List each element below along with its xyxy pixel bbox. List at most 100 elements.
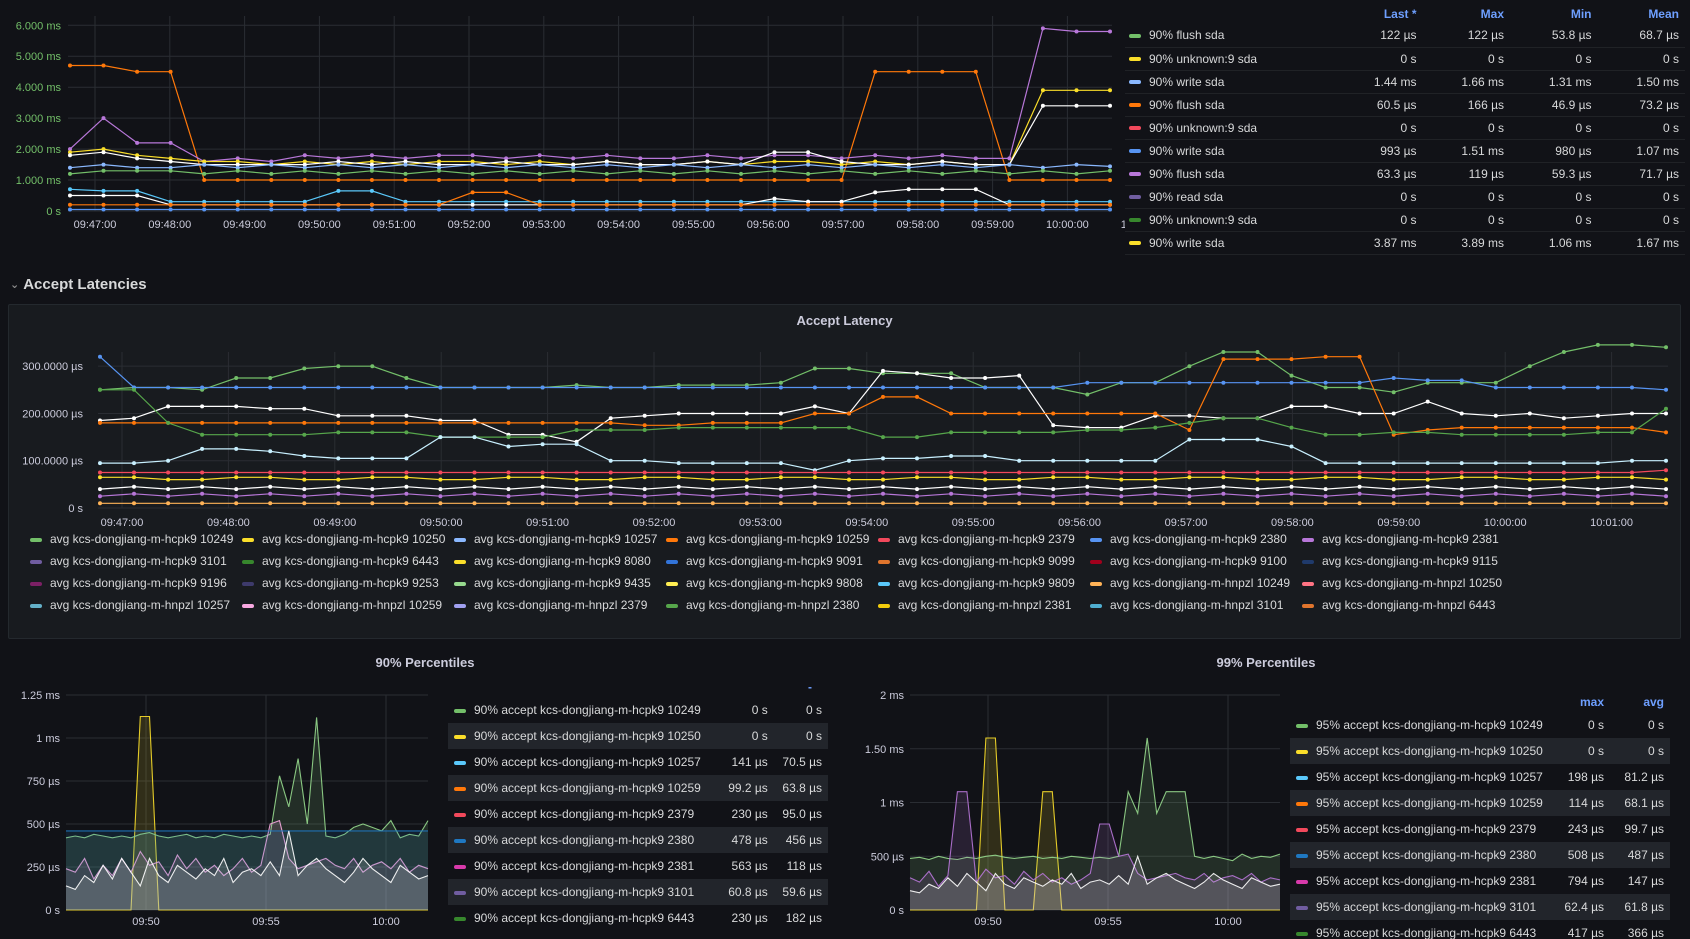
legend-row[interactable]: 90% accept kcs-dongjiang-m-hcpk9 10257 14… [448, 749, 828, 775]
legend-row[interactable]: 95% accept kcs-dongjiang-m-hcpk9 2381 794… [1290, 868, 1670, 894]
legend-series-name[interactable]: 90% accept kcs-dongjiang-m-hcpk9 3101 [448, 879, 720, 905]
accept-legend-item[interactable]: avg kcs-dongjiang-m-hcpk9 2381 [1302, 532, 1499, 546]
legend-header-mean[interactable]: Mean [1648, 6, 1679, 21]
accept-legend-item[interactable]: avg kcs-dongjiang-m-hnpzl 6443 [1302, 598, 1495, 612]
legend-series-name[interactable]: 90% unknown:9 sda [1125, 47, 1335, 71]
accept-legend-item[interactable]: avg kcs-dongjiang-m-hcpk9 8080 [454, 554, 651, 568]
legend-header-min[interactable]: Min [1570, 6, 1592, 21]
legend-row[interactable]: 90% accept kcs-dongjiang-m-hcpk9 2379 230… [448, 801, 828, 827]
accept-legend-item[interactable]: avg kcs-dongjiang-m-hnpzl 10249 [1090, 576, 1290, 590]
p90-panel-title[interactable]: 90% Percentiles [375, 655, 475, 670]
legend-row[interactable]: 90% accept kcs-dongjiang-m-hcpk9 3101 60.… [448, 879, 828, 905]
legend-series-name[interactable]: 95% accept kcs-dongjiang-m-hcpk9 10257 [1290, 764, 1550, 790]
accept-legend-item[interactable]: avg kcs-dongjiang-m-hcpk9 10257 [454, 532, 657, 546]
accept-legend-item[interactable]: avg kcs-dongjiang-m-hcpk9 9099 [878, 554, 1075, 568]
legend-series-name[interactable]: 90% flush sda [1125, 24, 1335, 48]
accept-legend-item[interactable]: avg kcs-dongjiang-m-hcpk9 9808 [666, 576, 863, 590]
legend-row[interactable]: 95% accept kcs-dongjiang-m-hcpk9 2379 243… [1290, 816, 1670, 842]
legend-series-name[interactable]: 95% accept kcs-dongjiang-m-hcpk9 10259 [1290, 790, 1550, 816]
legend-series-name[interactable]: 90% accept kcs-dongjiang-m-hcpk9 10249 [448, 697, 720, 723]
accept-legend-item[interactable]: avg kcs-dongjiang-m-hcpk9 9196 [30, 576, 227, 590]
legend-series-name[interactable]: 90% accept kcs-dongjiang-m-hcpk9 10250 [448, 723, 720, 749]
legend-series-name[interactable]: 90% accept kcs-dongjiang-m-hcpk9 2380 [448, 827, 720, 853]
legend-row[interactable]: 95% accept kcs-dongjiang-m-hcpk9 10249 0 … [1290, 712, 1670, 738]
legend-series-name[interactable]: 90% flush sda [1125, 162, 1335, 186]
legend-row[interactable]: 95% accept kcs-dongjiang-m-hcpk9 10259 11… [1290, 790, 1670, 816]
accept-legend-item[interactable]: avg kcs-dongjiang-m-hcpk9 3101 [30, 554, 227, 568]
legend-series-name[interactable]: 90% accept kcs-dongjiang-m-hcpk9 10257 [448, 749, 720, 775]
accept-legend-item[interactable]: avg kcs-dongjiang-m-hcpk9 9253 [242, 576, 439, 590]
legend-header-max[interactable]: Max [1480, 6, 1504, 21]
accept-legend-item[interactable]: avg kcs-dongjiang-m-hcpk9 6443 [242, 554, 439, 568]
accept-legend-item[interactable]: avg kcs-dongjiang-m-hnpzl 3101 [1090, 598, 1283, 612]
legend-row[interactable]: 90% write sda 993 µs 1.51 ms 980 µs 1.07 ms [1125, 139, 1685, 163]
legend-series-name[interactable]: 90% flush sda [1125, 93, 1335, 117]
row-accept-latencies[interactable]: ⌄ Accept Latencies [10, 276, 147, 293]
legend-row[interactable]: 90% write sda 1.44 ms 1.66 ms 1.31 ms 1.50 m… [1125, 70, 1685, 94]
io-latency-chart[interactable]: 0 s 1.000 ms 2.000 ms 3.000 ms 4.000 ms 5.000… [0, 0, 1125, 242]
accept-legend-item[interactable]: avg kcs-dongjiang-m-hcpk9 2379 [878, 532, 1075, 546]
accept-legend-item[interactable]: avg kcs-dongjiang-m-hcpk9 2380 [1090, 532, 1287, 546]
legend-row[interactable]: 95% accept kcs-dongjiang-m-hcpk9 10250 0 … [1290, 738, 1670, 764]
accept-legend-item[interactable]: avg kcs-dongjiang-m-hcpk9 9809 [878, 576, 1075, 590]
p90-sort-header[interactable]: - [808, 680, 812, 694]
legend-row[interactable]: 90% accept kcs-dongjiang-m-hcpk9 2380 478… [448, 827, 828, 853]
legend-row[interactable]: 90% flush sda 63.3 µs 119 µs 59.3 µs 71.7 µs [1125, 162, 1685, 186]
legend-series-name[interactable]: 90% unknown:9 sda [1125, 208, 1335, 232]
legend-row[interactable]: 90% accept kcs-dongjiang-m-hcpk9 6443 230… [448, 905, 828, 931]
legend-series-name[interactable]: 95% accept kcs-dongjiang-m-hcpk9 2380 [1290, 842, 1550, 868]
legend-row[interactable]: 95% accept kcs-dongjiang-m-hcpk9 2380 508… [1290, 842, 1670, 868]
legend-row[interactable]: 90% write sda 3.87 ms 3.89 ms 1.06 ms 1.67 m… [1125, 231, 1685, 255]
accept-legend-item[interactable]: avg kcs-dongjiang-m-hcpk9 10259 [666, 532, 869, 546]
legend-series-name[interactable]: 95% accept kcs-dongjiang-m-hcpk9 10250 [1290, 738, 1550, 764]
legend-series-name[interactable]: 90% accept kcs-dongjiang-m-hcpk9 6443 [448, 905, 720, 931]
legend-series-name[interactable]: 95% accept kcs-dongjiang-m-hcpk9 10249 [1290, 712, 1550, 738]
accept-legend-item[interactable]: avg kcs-dongjiang-m-hnpzl 10257 [30, 598, 230, 612]
p99-header-avg[interactable]: avg [1643, 695, 1664, 709]
legend-row[interactable]: 95% accept kcs-dongjiang-m-hcpk9 3101 62.… [1290, 894, 1670, 920]
legend-series-name[interactable]: 90% read sda [1125, 185, 1335, 209]
legend-series-name[interactable]: 90% accept kcs-dongjiang-m-hcpk9 2379 [448, 801, 720, 827]
accept-legend-item[interactable]: avg kcs-dongjiang-m-hcpk9 10250 [242, 532, 445, 546]
panel-title[interactable]: Accept Latency [796, 313, 893, 328]
legend-series-name[interactable]: 95% accept kcs-dongjiang-m-hcpk9 2379 [1290, 816, 1550, 842]
legend-series-name[interactable]: 90% accept kcs-dongjiang-m-hcpk9 10259 [448, 775, 720, 801]
legend-row[interactable]: 90% accept kcs-dongjiang-m-hcpk9 10249 0 … [448, 697, 828, 723]
accept-legend-item[interactable]: avg kcs-dongjiang-m-hnpzl 2381 [878, 598, 1071, 612]
accept-legend-item[interactable]: avg kcs-dongjiang-m-hnpzl 2379 [454, 598, 647, 612]
accept-legend-item[interactable]: avg kcs-dongjiang-m-hnpzl 10259 [242, 598, 442, 612]
legend-series-name[interactable]: 90% write sda [1125, 139, 1335, 163]
legend-row[interactable]: 95% accept kcs-dongjiang-m-hcpk9 6443 417… [1290, 920, 1670, 939]
legend-row[interactable]: 90% flush sda 122 µs 122 µs 53.8 µs 68.7 µs [1125, 24, 1685, 48]
legend-row[interactable]: 90% accept kcs-dongjiang-m-hcpk9 10250 0 … [448, 723, 828, 749]
legend-series-name[interactable]: 95% accept kcs-dongjiang-m-hcpk9 6443 [1290, 920, 1550, 939]
accept-legend-item[interactable]: avg kcs-dongjiang-m-hcpk9 9435 [454, 576, 651, 590]
legend-series-name[interactable]: 95% accept kcs-dongjiang-m-hcpk9 3101 [1290, 894, 1550, 920]
legend-header-last[interactable]: Last * [1383, 6, 1417, 21]
chevron-down-icon[interactable]: ⌄ [10, 279, 20, 291]
accept-legend-item[interactable]: avg kcs-dongjiang-m-hcpk9 9091 [666, 554, 863, 568]
accept-legend-item[interactable]: avg kcs-dongjiang-m-hcpk9 9115 [1302, 554, 1498, 568]
legend-series-name[interactable]: 90% accept kcs-dongjiang-m-hcpk9 2381 [448, 853, 720, 879]
legend-row[interactable]: 90% accept kcs-dongjiang-m-hcpk9 2381 563… [448, 853, 828, 879]
legend-row[interactable]: 90% accept kcs-dongjiang-m-hcpk9 10259 99… [448, 775, 828, 801]
legend-series-name[interactable]: 95% accept kcs-dongjiang-m-hcpk9 2381 [1290, 868, 1550, 894]
p99-panel-title[interactable]: 99% Percentiles [1216, 655, 1316, 670]
legend-row[interactable]: 95% accept kcs-dongjiang-m-hcpk9 10257 19… [1290, 764, 1670, 790]
legend-row[interactable]: 90% flush sda 60.5 µs 166 µs 46.9 µs 73.2 µs [1125, 93, 1685, 117]
accept-legend-item[interactable]: avg kcs-dongjiang-m-hnpzl 2380 [666, 598, 859, 612]
legend-series-name[interactable]: 90% write sda [1125, 70, 1335, 94]
p99-header-max[interactable]: max [1579, 695, 1604, 709]
p99-chart[interactable]: 2 ms 1.50 ms 1 ms 500 µs 0 s 09:50 09:55 10:00 [842, 680, 1292, 938]
legend-series-name[interactable]: 90% unknown:9 sda [1125, 116, 1335, 140]
accept-legend-item[interactable]: avg kcs-dongjiang-m-hcpk9 10249 [30, 532, 233, 546]
accept-legend-item[interactable]: avg kcs-dongjiang-m-hnpzl 10250 [1302, 576, 1502, 590]
accept-latency-chart[interactable]: 300.0000 µs 200.0000 µs 100.0000 µs 0 s 09:… [8, 340, 1681, 535]
accept-legend-item[interactable]: avg kcs-dongjiang-m-hcpk9 9100 [1090, 554, 1287, 568]
legend-series-name[interactable]: 90% write sda [1125, 231, 1335, 255]
